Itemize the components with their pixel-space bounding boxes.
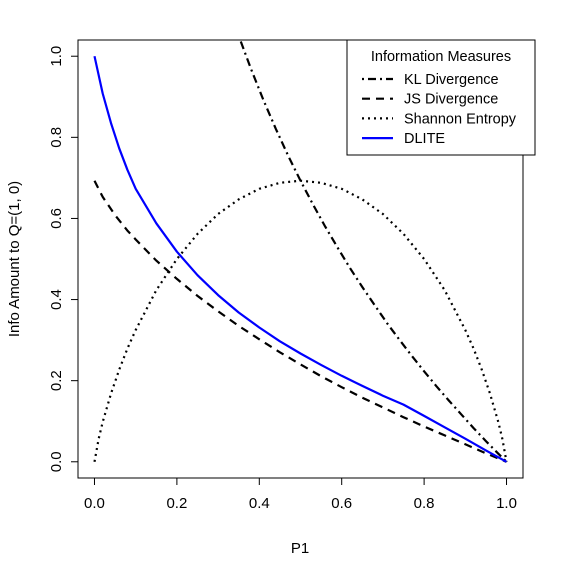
x-axis-label: P1 [291, 540, 309, 557]
x-axis: 0.0 0.2 0.4 0.6 0.8 1.0 [84, 477, 517, 512]
legend-entry: Shannon Entropy [404, 111, 517, 127]
y-tick-label: 0.8 [48, 127, 65, 148]
y-axis: 0.0 0.2 0.4 0.6 0.8 1.0 [48, 46, 79, 472]
series-line-kl-divergence [239, 40, 508, 463]
x-tick-label: 1.0 [496, 495, 517, 512]
y-tick-label: 0.2 [48, 370, 65, 391]
x-tick-label: 0.0 [84, 495, 105, 512]
legend-entry: KL Divergence [404, 72, 499, 88]
legend-entry: JS Divergence [404, 92, 498, 108]
x-tick-label: 0.4 [249, 495, 270, 512]
y-tick-label: 0.0 [48, 451, 65, 472]
x-tick-label: 0.2 [166, 495, 187, 512]
series-layer [93, 40, 508, 463]
series-line-dlite [93, 55, 508, 463]
series-line-shannon-entropy [93, 179, 508, 462]
legend-box [346, 39, 536, 156]
x-tick-label: 0.6 [331, 495, 352, 512]
y-tick-label: 0.4 [48, 289, 65, 310]
series-line-js-divergence [93, 180, 507, 463]
x-tick-label: 0.8 [414, 495, 435, 512]
legend-entry: DLITE [404, 131, 445, 147]
y-tick-label: 0.6 [48, 208, 65, 229]
legend: Information Measures KL Divergence JS Div… [346, 39, 536, 156]
legend-title: Information Measures [371, 49, 511, 65]
y-tick-label: 1.0 [48, 46, 65, 67]
y-axis-label: Info Amount to Q=(1, 0) [6, 181, 23, 337]
